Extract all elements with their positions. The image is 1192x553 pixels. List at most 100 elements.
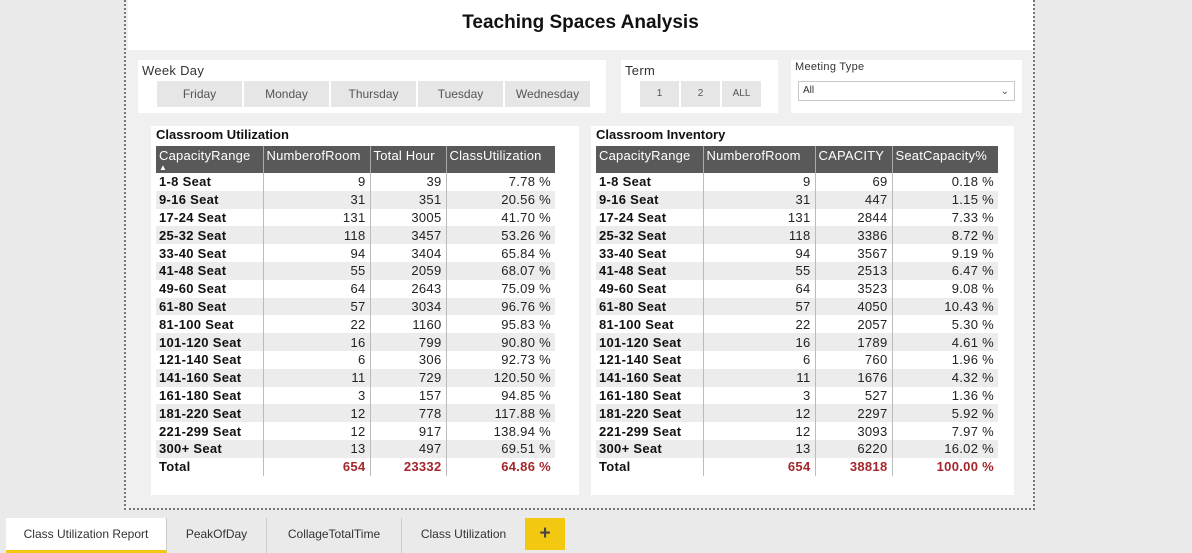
add-page-button[interactable]: +	[525, 518, 565, 550]
table-cell: 16.02 %	[892, 439, 998, 458]
table-cell: 57	[703, 297, 816, 316]
table-cell: 3457	[370, 226, 447, 245]
table-cell: 3567	[815, 244, 893, 262]
total-cell: 654	[703, 457, 816, 476]
row-label: 181-220 Seat	[156, 404, 264, 423]
utilization-body: 1-8 Seat 9 39 7.78 % 9-16 Seat 31 351 20.56 % 17…	[156, 173, 555, 476]
table-cell: 778	[370, 404, 447, 423]
table-row: 141-160 Seat 11 729 120.50 %	[156, 368, 555, 387]
tab-class-utilization-report[interactable]: Class Utilization Report	[6, 518, 167, 553]
table-row: 9-16 Seat 31 351 20.56 %	[156, 190, 555, 209]
table-cell: 917	[370, 422, 447, 440]
table-cell: 11	[263, 368, 371, 387]
table-cell: 4.61 %	[892, 333, 998, 351]
column-header-capacity[interactable]: CAPACITY	[815, 146, 893, 173]
tab-class-utilization[interactable]: Class Utilization	[420, 527, 507, 541]
tab-peakofday[interactable]: PeakOfDay	[167, 518, 267, 553]
meeting-type-dropdown[interactable]: All ⌄	[798, 81, 1015, 101]
weekday-option-tuesday[interactable]: Tuesday	[417, 80, 504, 108]
table-row: 25-32 Seat 118 3386 8.72 %	[596, 226, 998, 245]
row-label: 17-24 Seat	[596, 208, 704, 227]
weekday-option-thursday[interactable]: Thursday	[330, 80, 417, 108]
inventory-table: CapacityRange NumberofRoom CAPACITY Seat…	[596, 146, 998, 476]
table-cell: 7.97 %	[951, 423, 994, 439]
row-label: 49-60 Seat	[156, 279, 264, 298]
table-cell: 4050	[815, 297, 893, 316]
table-cell: 351	[370, 190, 447, 209]
meeting-type-selected: All	[803, 85, 815, 96]
term-option-1[interactable]: 1	[639, 80, 680, 108]
column-header-numberofroom[interactable]: NumberofRoom	[703, 146, 816, 173]
row-label: 141-160 Seat	[156, 368, 264, 387]
table-cell: 95.83 %	[501, 316, 551, 332]
table-cell: 3386	[815, 226, 893, 245]
table-row: 181-220 Seat 12 2297 5.92 %	[596, 404, 998, 423]
tab-collagetotaltime[interactable]: CollageTotalTime	[267, 518, 402, 553]
meeting-type-header: Meeting Type	[795, 61, 865, 73]
table-cell: 12	[263, 404, 371, 423]
total-row: Total 654 23332 64.86 %	[156, 457, 555, 476]
column-header-seatcapacity[interactable]: SeatCapacity%	[892, 146, 998, 173]
table-cell: 120.50 %	[446, 368, 555, 387]
table-cell: 760	[815, 350, 893, 369]
column-header-total-hour[interactable]: Total Hour	[370, 146, 447, 173]
weekday-option-wednesday[interactable]: Wednesday	[504, 80, 591, 108]
column-header-classutilization[interactable]: ClassUtilization	[446, 146, 555, 173]
utilization-table: CapacityRange ▲ NumberofRoom Total Hour C…	[156, 146, 555, 476]
weekday-option-friday[interactable]: Friday	[156, 80, 243, 108]
term-option-all[interactable]: ALL	[721, 80, 762, 108]
row-label: 121-140 Seat	[596, 350, 704, 369]
row-label: 81-100 Seat	[156, 315, 264, 334]
table-cell: 7.78 %	[508, 174, 551, 190]
term-option-2[interactable]: 2	[680, 80, 721, 108]
table-cell: 3005	[370, 208, 447, 227]
table-cell: 94.85 %	[501, 387, 551, 403]
table-cell: 92.73 %	[501, 352, 551, 368]
table-row: 121-140 Seat 6 306 92.73 %	[156, 350, 555, 369]
table-cell: 138.94 %	[493, 423, 551, 439]
table-cell: 75.09 %	[501, 281, 551, 297]
weekday-slicer-header: Week Day	[142, 63, 205, 78]
total-row: Total 654 38818 100.00 %	[596, 457, 998, 476]
table-cell: 68.07 %	[446, 261, 555, 280]
table-cell: 306	[370, 350, 447, 369]
table-cell: 2844	[815, 208, 893, 227]
total-cell: 654	[263, 457, 371, 476]
table-cell: 2059	[370, 261, 447, 280]
table-cell: 497	[370, 439, 447, 458]
table-cell: 12	[263, 422, 371, 440]
table-cell: 118	[703, 226, 816, 245]
column-header-capacityrange[interactable]: CapacityRange	[596, 146, 704, 173]
table-cell: 1789	[815, 333, 893, 351]
sort-ascending-icon: ▲	[159, 163, 168, 172]
table-cell: 799	[370, 333, 447, 351]
inventory-header-row: CapacityRange NumberofRoom CAPACITY Seat…	[596, 146, 998, 173]
table-cell: 6220	[815, 439, 893, 458]
table-cell: 64	[703, 279, 816, 298]
row-label: 300+ Seat	[156, 439, 264, 458]
table-cell: 4.32 %	[892, 368, 998, 387]
table-cell: 2513	[815, 261, 893, 280]
row-label: 41-48 Seat	[156, 261, 264, 280]
meeting-type-slicer: Meeting Type All ⌄	[791, 60, 1022, 113]
table-row: 161-180 Seat 3 527 1.36 %	[596, 386, 998, 405]
table-cell: 31	[703, 190, 816, 209]
row-label: 25-32 Seat	[596, 226, 704, 245]
column-header-capacityrange[interactable]: CapacityRange ▲	[156, 146, 264, 173]
table-cell: 6	[703, 350, 816, 369]
table-row: 300+ Seat 13 497 69.51 %	[156, 439, 555, 458]
row-label: 41-48 Seat	[596, 261, 704, 280]
table-cell: 96.76 %	[446, 297, 555, 316]
page-tab-bar: Class Utilization Report PeakOfDay Colla…	[0, 514, 1192, 553]
inventory-title: Classroom Inventory	[596, 127, 726, 142]
table-row: 161-180 Seat 3 157 94.85 %	[156, 386, 555, 405]
table-row: 49-60 Seat 64 3523 9.08 %	[596, 279, 998, 298]
weekday-option-monday[interactable]: Monday	[243, 80, 330, 108]
row-label: 9-16 Seat	[596, 190, 704, 209]
total-cell: 23332	[370, 457, 447, 476]
row-label: 33-40 Seat	[596, 244, 704, 262]
table-row: 221-299 Seat 12 917 138.94 %	[156, 422, 555, 440]
table-cell: 10.43 %	[892, 297, 998, 316]
column-header-numberofroom[interactable]: NumberofRoom	[263, 146, 371, 173]
table-cell: 11	[703, 368, 816, 387]
